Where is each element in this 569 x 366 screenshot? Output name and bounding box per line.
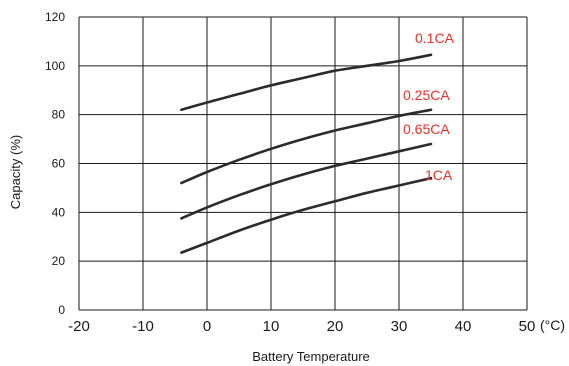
x-tick-label: 30 xyxy=(391,318,408,335)
series-line-0.1CA xyxy=(180,53,433,112)
series-label-0.25CA: 0.25CA xyxy=(403,87,450,103)
x-tick-label: -10 xyxy=(132,318,154,335)
series-label-1CA: 1CA xyxy=(425,167,453,183)
y-tick-label: 0 xyxy=(58,303,65,317)
series-line-0.65CA xyxy=(180,142,433,220)
y-tick-label: 60 xyxy=(52,157,66,171)
series-label-0.1CA: 0.1CA xyxy=(415,30,455,46)
y-tick-label: 100 xyxy=(45,59,65,73)
y-tick-label: 120 xyxy=(45,10,65,24)
y-tick-label: 40 xyxy=(52,205,66,219)
x-tick-label: -20 xyxy=(68,318,90,335)
series-labels: 0.1CA 0.25CA 0.65CA 1CA xyxy=(403,30,455,183)
y-axis-label: Capacity (%) xyxy=(8,135,23,209)
x-axis-unit: (°C) xyxy=(540,317,565,333)
x-tick-label: 10 xyxy=(263,318,280,335)
series-line-1CA xyxy=(180,176,433,254)
x-axis-label: Battery Temperature xyxy=(252,349,370,364)
grid xyxy=(78,16,528,311)
y-tick-label: 20 xyxy=(52,254,66,268)
series-label-0.65CA: 0.65CA xyxy=(403,121,450,137)
x-tick-label: 40 xyxy=(455,318,472,335)
series-lines xyxy=(180,53,433,254)
x-axis-ticks: -20 -10 0 10 20 30 40 50 xyxy=(68,318,535,335)
x-tick-label: 50 xyxy=(519,318,536,335)
x-tick-label: 20 xyxy=(327,318,344,335)
y-tick-label: 80 xyxy=(52,108,66,122)
series-line-0.25CA xyxy=(180,108,433,185)
x-tick-label: 0 xyxy=(203,318,211,335)
y-axis-ticks: 0 20 40 60 80 100 120 xyxy=(45,10,65,317)
